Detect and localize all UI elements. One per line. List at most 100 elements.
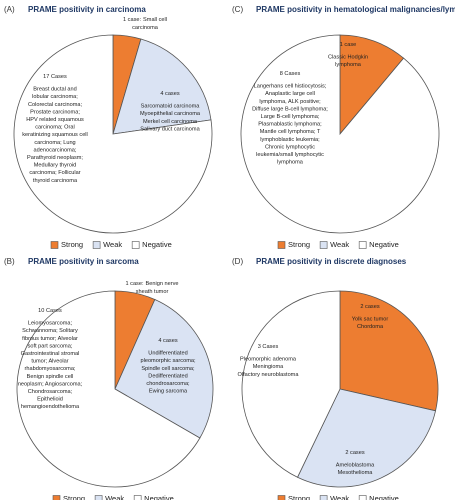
legend-label: Negative: [369, 240, 399, 249]
slice-description: Langerhans cell histiocytosis;: [254, 84, 327, 90]
legend-swatch: [50, 241, 59, 249]
slice-description: HPV related squamous: [26, 117, 84, 123]
legend-swatch: [52, 495, 61, 500]
slice-label: 10 Cases: [38, 308, 62, 314]
slice-description: Schwannoma; Solitary: [22, 328, 78, 334]
slice-description: lymphoma: [335, 62, 362, 68]
legend-swatch: [277, 495, 286, 500]
slice-description: carcinoma: [132, 25, 159, 31]
slice-description: Colorectal carcinoma;: [28, 102, 83, 108]
legend-swatch: [358, 241, 367, 249]
slice-description: Chordoma: [357, 324, 384, 330]
slice-description: carcinoma; Follicular: [29, 170, 80, 176]
slice-description: soft part sarcoma;: [28, 343, 73, 349]
slice-description: Classic Hodgkin: [328, 55, 368, 61]
slice-description: Diffuse large B-cell lymphoma;: [252, 106, 328, 112]
slice-description: Pleomorphic adenoma: [240, 357, 297, 363]
chart-panel: (B) PRAME positivity in sarcoma 1 case: Ben…: [4, 257, 214, 500]
slice-label: 4 cases: [160, 91, 179, 97]
slice-description: Chronic lymphocytic: [265, 144, 315, 150]
value-label: 3 Cases: [258, 344, 279, 350]
value-label: 4 cases: [158, 338, 177, 344]
slice-description: Anaplastic large cell: [265, 91, 315, 97]
pie-slice: [339, 34, 405, 136]
slice-description: chondrosarcoma;: [146, 381, 190, 387]
slice-description: Chondrosarcoma;: [28, 389, 73, 395]
value-label: 17 Cases: [43, 74, 67, 80]
legend-label: Negative: [142, 240, 172, 249]
slice-description: Meningioma: [253, 364, 284, 370]
legend-label: Strong: [288, 494, 310, 500]
slice-description: hemangioendothelioma: [21, 404, 80, 410]
slice-description: Olfactory neuroblastoma: [238, 372, 300, 378]
panel-label: (B): [4, 257, 15, 266]
slice-label: 1 case: Small cell: [123, 17, 167, 23]
slice-label: 1 case: Benign nerve: [125, 281, 178, 287]
pie-slice: [13, 34, 213, 234]
legend-label: Weak: [103, 240, 122, 249]
legend-swatch: [319, 495, 328, 500]
value-label: 2 cases: [345, 450, 364, 456]
pie-slice: [112, 38, 212, 135]
legend-label: Strong: [63, 494, 85, 500]
panel-label: (A): [4, 5, 15, 14]
legend-swatch: [277, 241, 286, 249]
slice-description: Benign nerve: [146, 281, 179, 287]
pie-slice: [339, 290, 439, 412]
chart-title: PRAME positivity in carcinoma: [28, 5, 146, 14]
chart-panel: (C) PRAME positivity in hematological mal…: [232, 5, 455, 249]
slice-description: lobular carcinoma;: [32, 94, 78, 100]
legend-label: Weak: [330, 494, 349, 500]
slice-label: 2 cases: [360, 304, 379, 310]
slice-description: keratinizing squamous cell: [22, 132, 88, 138]
value-label: 1 case: [340, 42, 356, 48]
legend-swatch: [131, 241, 140, 249]
slice-label: 8 Cases: [280, 71, 301, 77]
legend-label: Strong: [61, 240, 83, 249]
value-label: 1 case:: [123, 17, 141, 23]
slice-description: Plasmablastic lymphoma;: [258, 122, 322, 128]
slice-description: Medullary thyroid: [34, 163, 77, 169]
slice-description: Mesothelioma: [338, 470, 374, 476]
slice-label: 2 cases: [345, 450, 364, 456]
pie-slice: [241, 290, 341, 478]
slice-label: 17 Cases: [43, 74, 67, 80]
slice-description: carcinoma; Lung: [34, 140, 75, 146]
slice-description: Mantle cell lymphoma; T: [260, 129, 321, 135]
slice-description: Yolk sac tumor: [352, 317, 389, 323]
value-label: 1 case:: [125, 281, 143, 287]
pie-slice: [296, 388, 437, 488]
slice-description: lymphoma, ALK positive;: [259, 99, 321, 105]
slice-description: Sarcomatoid carcinoma: [141, 104, 201, 110]
slice-label: 3 Cases: [258, 344, 279, 350]
slice-description: Breast ductal and: [33, 87, 77, 93]
slice-description: Prostate carcinoma;: [30, 109, 80, 115]
chart-title: PRAME positivity in sarcoma: [28, 257, 139, 266]
slice-description: Myoepithelial carcinoma: [140, 111, 201, 117]
chart-title: PRAME positivity in hematological malign…: [256, 5, 455, 14]
slice-description: Gastrointestinal stromal: [21, 351, 80, 357]
panel-label: (C): [232, 5, 243, 14]
slice-label: 1 case: [340, 42, 356, 48]
slice-description: Parathyroid neoplasm;: [27, 155, 83, 161]
slice-description: Epithelioid: [37, 397, 63, 403]
slice-description: adenocarcinoma;: [34, 147, 77, 153]
slice-description: Salivary duct carcinoma: [140, 126, 200, 132]
legend-swatch: [92, 241, 101, 249]
legend-label: Negative: [144, 494, 174, 500]
slice-description: rhabdomyosarcoma;: [25, 366, 76, 372]
panel-label: (D): [232, 257, 243, 266]
slice-description: Ewing sarcoma: [149, 389, 188, 395]
slice-description: Ameloblastoma: [336, 463, 375, 469]
legend-swatch: [133, 495, 142, 500]
slice-description: sheath tumor: [136, 289, 169, 295]
slice-description: Undifferentiated: [148, 351, 187, 357]
legend-swatch: [319, 241, 328, 249]
pie-slice: [16, 290, 201, 488]
slice-description: lymphoblastic leukemia;: [260, 137, 320, 143]
chart-panel: (D) PRAME positivity in discrete diagnose…: [232, 257, 439, 500]
pie-slice: [114, 298, 214, 439]
value-label: 8 Cases: [280, 71, 301, 77]
